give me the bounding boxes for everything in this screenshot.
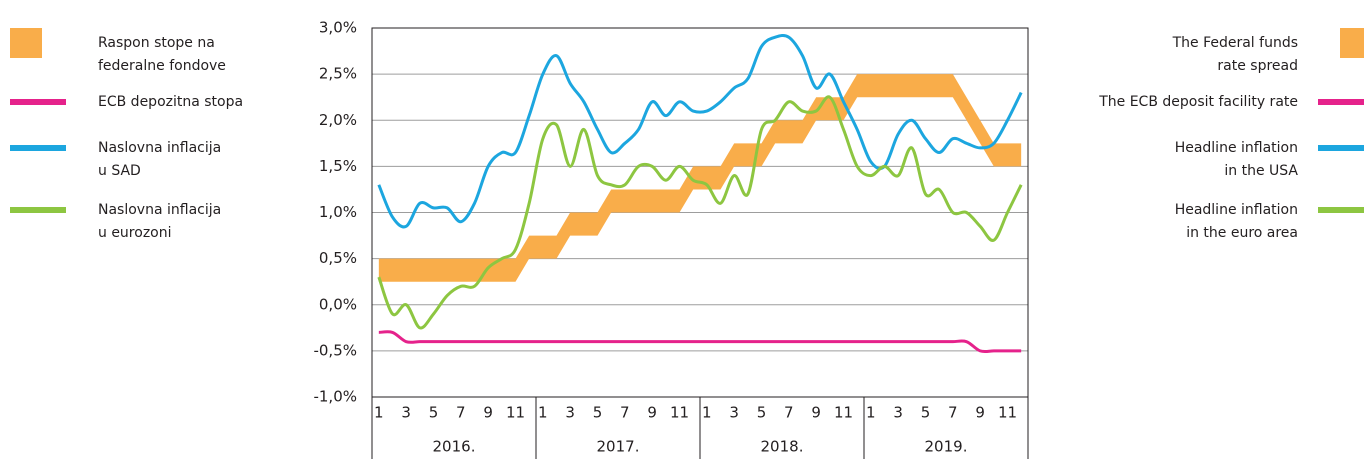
y-tick-label: 0,0% [319, 295, 357, 313]
x-tick-label: 5 [921, 404, 931, 422]
legend-label: u eurozoni [98, 225, 172, 241]
x-tick-label: 3 [893, 404, 903, 422]
year-label: 2019. [925, 438, 968, 456]
x-tick-label: 9 [975, 404, 985, 422]
x-tick-label: 7 [948, 404, 958, 422]
legend-label: rate spread [1217, 58, 1298, 74]
y-tick-label: -1,0% [313, 388, 357, 406]
y-tick-label: 3,0% [319, 19, 357, 37]
legend-label: ECB depozitna stopa [98, 94, 243, 110]
x-tick-label: 1 [374, 404, 384, 422]
year-label: 2018. [761, 438, 804, 456]
legend-label: in the USA [1224, 163, 1298, 179]
y-tick-label: 1,0% [319, 203, 357, 221]
x-tick-label: 9 [483, 404, 493, 422]
x-tick-label: 7 [784, 404, 794, 422]
legend-label: federalne fondove [98, 58, 226, 74]
legend-swatch [10, 99, 66, 105]
legend-label: Raspon stope na [98, 35, 215, 51]
x-tick-label: 5 [757, 404, 767, 422]
x-tick-label: 1 [866, 404, 876, 422]
legend-label: Naslovna inflacija [98, 140, 221, 156]
x-tick-label: 7 [620, 404, 630, 422]
series-line [377, 95, 1023, 330]
y-tick-label: 0,5% [319, 249, 357, 267]
x-tick-label: 11 [506, 404, 525, 422]
x-tick-label: 5 [429, 404, 439, 422]
year-label: 2017. [597, 438, 640, 456]
year-label: 2016. [433, 438, 476, 456]
x-tick-label: 9 [647, 404, 657, 422]
legend-swatch [1340, 28, 1364, 58]
x-tick-label: 5 [593, 404, 603, 422]
legend-swatch [1318, 145, 1364, 151]
x-tick-label: 11 [670, 404, 689, 422]
legend-label: Headline inflation [1175, 140, 1298, 156]
y-tick-label: 2,5% [319, 65, 357, 83]
legend-label: Headline inflation [1175, 202, 1298, 218]
legend-swatch [10, 207, 66, 213]
legend-label: Naslovna inflacija [98, 202, 221, 218]
x-tick-label: 1 [538, 404, 548, 422]
series-line [378, 330, 1022, 354]
legend-label: u SAD [98, 163, 141, 179]
band [378, 74, 1022, 282]
y-tick-label: 1,5% [319, 157, 357, 175]
x-tick-label: 11 [834, 404, 853, 422]
legend-label: The Federal funds [1172, 35, 1298, 51]
x-tick-label: 7 [456, 404, 466, 422]
legend-label: in the euro area [1186, 225, 1298, 241]
legend-swatch [1318, 207, 1364, 213]
x-tick-label: 3 [401, 404, 411, 422]
legend-label: The ECB deposit facility rate [1098, 94, 1298, 110]
legend-swatch [10, 145, 66, 151]
x-tick-label: 3 [565, 404, 575, 422]
y-tick-label: -0,5% [313, 341, 357, 359]
x-tick-label: 11 [998, 404, 1017, 422]
legend-swatch [10, 28, 42, 58]
series-line [377, 33, 1023, 229]
legend-swatch [1318, 99, 1364, 105]
x-tick-label: 3 [729, 404, 739, 422]
x-tick-label: 1 [702, 404, 712, 422]
y-tick-label: 2,0% [319, 111, 357, 129]
x-tick-label: 9 [811, 404, 821, 422]
